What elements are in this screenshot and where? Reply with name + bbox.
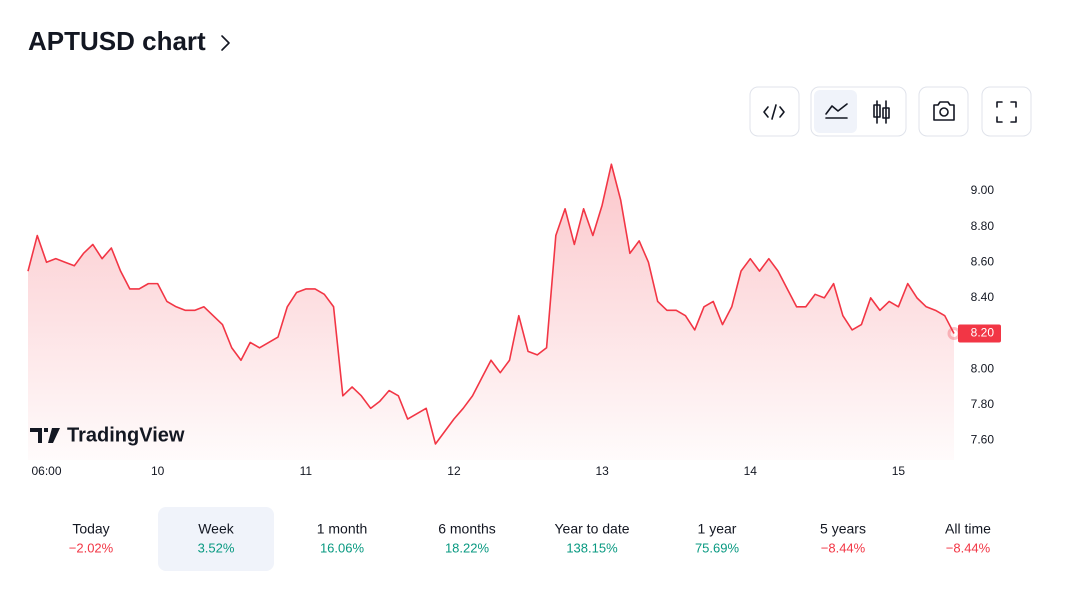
- area-icon: [825, 103, 848, 119]
- period-change[interactable]: −8.44%: [946, 540, 991, 555]
- period-change[interactable]: 16.06%: [320, 540, 365, 555]
- period-change[interactable]: 18.22%: [445, 540, 490, 555]
- y-tick-label: 7.80: [971, 397, 995, 411]
- watermark: TradingView: [67, 424, 185, 446]
- watermark-logo: [30, 428, 60, 443]
- price-line: [27, 163, 955, 445]
- snapshot-button[interactable]: [918, 86, 969, 137]
- y-tick-label: 8.40: [971, 290, 995, 304]
- period-label[interactable]: 6 months: [438, 521, 496, 537]
- period-change[interactable]: 75.69%: [695, 540, 740, 555]
- fullscreen-icon: [996, 101, 1017, 123]
- candle-type-button[interactable]: [862, 90, 902, 133]
- title-chevron[interactable]: [221, 35, 230, 51]
- period-change[interactable]: −2.02%: [69, 540, 114, 555]
- period-label[interactable]: 5 years: [820, 521, 866, 537]
- y-tick-label: 8.80: [971, 219, 995, 233]
- period-label[interactable]: Today: [72, 521, 109, 537]
- x-tick-label: 06:00: [32, 464, 62, 478]
- candle-icon-body: [882, 107, 890, 119]
- period-label[interactable]: Week: [198, 521, 235, 537]
- period-label[interactable]: 1 month: [317, 521, 368, 537]
- fullscreen-button[interactable]: [981, 86, 1032, 137]
- period-change[interactable]: −8.44%: [821, 540, 866, 555]
- embed-icon: [763, 104, 785, 120]
- period-label[interactable]: Year to date: [555, 521, 630, 537]
- area-type-button[interactable]: [814, 90, 857, 133]
- toolbar: [749, 86, 1032, 137]
- last-price-badge: [958, 324, 1001, 343]
- x-tick-label: 12: [447, 464, 461, 478]
- x-tick-label: 10: [151, 464, 165, 478]
- period-bar: Today −2.02% Week 3.52% 1 month 16.06% 6 month…: [69, 507, 991, 571]
- y-tick-label: 8.00: [971, 361, 995, 375]
- camera-icon: [933, 101, 955, 121]
- last-price-label: 8.20: [971, 326, 995, 340]
- y-tick-label: 7.60: [971, 433, 995, 447]
- x-tick-label: 13: [595, 464, 609, 478]
- x-tick-label: 14: [744, 464, 758, 478]
- period-selected-bg[interactable]: [158, 507, 274, 571]
- y-tick-label: 8.60: [971, 254, 995, 268]
- x-tick-label: 11: [300, 464, 313, 478]
- period-label[interactable]: 1 year: [698, 521, 737, 537]
- period-label[interactable]: All time: [945, 521, 991, 537]
- plot-area: 7.60 7.80 8.00 8.20 8.40 8.60 8.80 9.00 06:00 10 1…: [27, 163, 1001, 478]
- y-tick-label: 9.00: [971, 183, 995, 197]
- area-fill: [28, 164, 954, 460]
- x-tick-label: 15: [892, 464, 906, 478]
- candle-icon-body: [873, 104, 881, 118]
- camera-lens: [939, 107, 949, 117]
- period-change[interactable]: 3.52%: [198, 540, 235, 555]
- title[interactable]: APTUSD chart: [28, 26, 206, 56]
- period-change[interactable]: 138.15%: [566, 540, 618, 555]
